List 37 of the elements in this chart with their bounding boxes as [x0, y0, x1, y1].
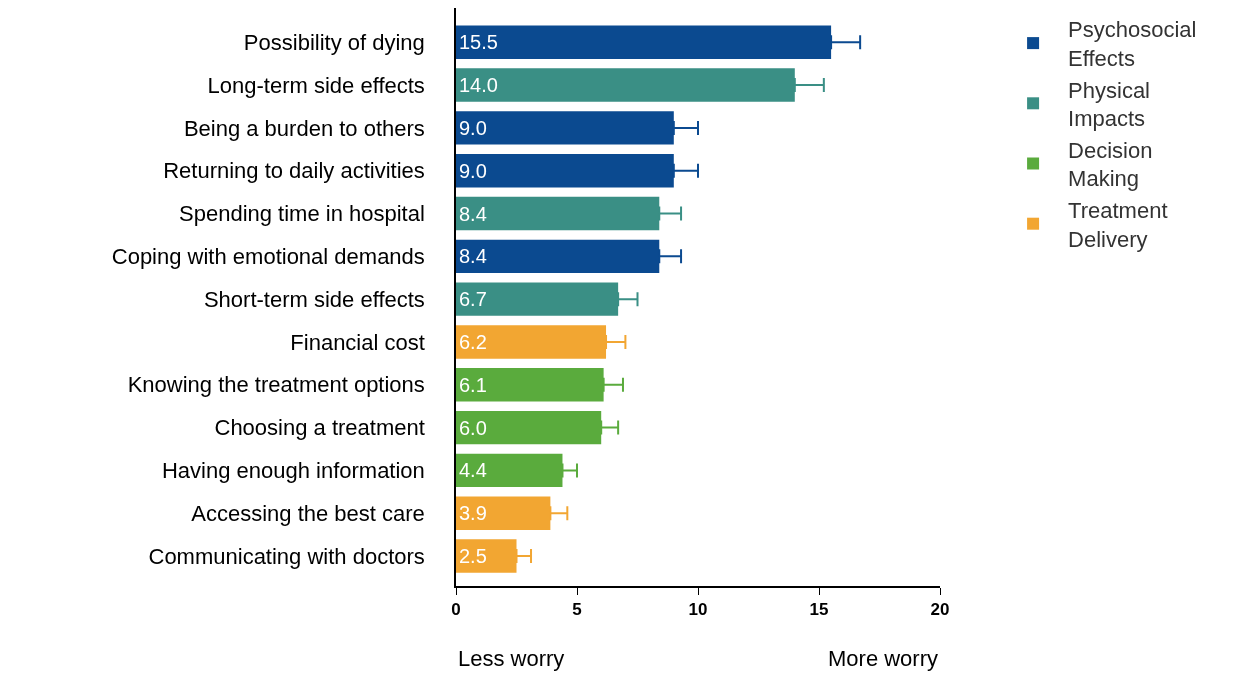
data-label: 6.1: [459, 373, 487, 396]
data-label: 2.5: [459, 545, 487, 568]
data-label: 6.2: [459, 330, 487, 353]
y-tick-label: Returning to daily activities: [163, 158, 425, 184]
y-tick-label: Long-term side effects: [207, 72, 425, 98]
x-tick-label: 15: [809, 600, 829, 620]
data-label: 8.4: [459, 202, 487, 225]
y-tick-label: Spending time in hospital: [179, 201, 425, 227]
data-label: 6.7: [459, 288, 487, 311]
text: Less worry: [458, 646, 565, 671]
x-tick-label: 5: [572, 600, 582, 620]
data-label: 9.0: [459, 159, 487, 182]
data-label: 6.0: [459, 416, 487, 439]
text: More worry: [828, 646, 939, 671]
y-tick-label: Possibility of dying: [243, 29, 425, 55]
y-tick-label: Having enough information: [161, 458, 425, 484]
data-label: 14.0: [459, 74, 498, 97]
legend-label: Physical Impacts: [1068, 77, 1150, 132]
data-label: 4.4: [459, 459, 487, 482]
data-label: 3.9: [459, 502, 487, 525]
legend-label: Psychosocial Effects: [1068, 17, 1197, 71]
legend-label: Decision Making: [1068, 137, 1153, 192]
y-tick-label: Financial cost: [290, 329, 425, 355]
data-label: 8.4: [459, 245, 487, 268]
y-tick-label: Knowing the treatment options: [127, 372, 425, 398]
y-tick-label: Accessing the best care: [191, 500, 425, 526]
x-tick-label: 10: [688, 600, 708, 620]
x-tick-label: 0: [451, 600, 461, 620]
y-tick-label: Being a burden to others: [183, 115, 425, 141]
legend-label: Treatment Delivery: [1068, 197, 1168, 252]
y-tick-label: Choosing a treatment: [214, 415, 425, 441]
y-tick-label: Coping with emotional demands: [111, 244, 425, 270]
y-tick-label: Communicating with doctors: [148, 543, 425, 569]
y-tick-label: Short-term side effects: [203, 286, 425, 312]
data-label: 15.5: [459, 31, 498, 54]
x-tick-label: 20: [930, 600, 950, 620]
data-label: 9.0: [459, 116, 487, 139]
